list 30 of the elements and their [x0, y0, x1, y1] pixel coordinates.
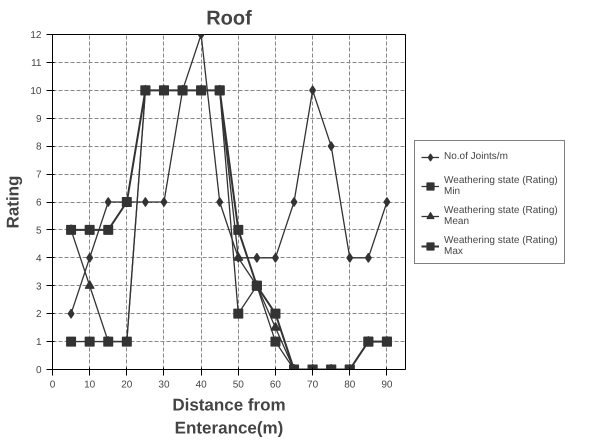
x-tick-label: 60	[270, 380, 282, 390]
x-tick-label: 80	[344, 380, 356, 390]
x-tick-label: 70	[307, 380, 319, 390]
legend-label: Weathering state (Rating) Min	[444, 174, 558, 196]
y-tick-label: 1	[36, 337, 42, 348]
y-tick-label: 12	[30, 30, 42, 41]
y-tick-label: 9	[36, 114, 42, 125]
chart-title: Roof	[206, 8, 252, 30]
legend-label: No.of Joints/m	[444, 151, 508, 162]
x-tick-label: 50	[232, 380, 244, 390]
x-axis-title: Distance from Enterance(m)	[172, 396, 286, 438]
y-tick-label: 7	[36, 170, 42, 181]
x-tick-label: 20	[121, 380, 133, 390]
legend-label: Weathering state (Rating) Max	[444, 234, 558, 256]
y-tick-label: 10	[30, 86, 42, 97]
x-tick-label: 90	[381, 380, 393, 390]
legend-label: Weathering state (Rating) Mean	[444, 204, 558, 226]
x-tick-label: 40	[196, 380, 208, 390]
y-tick-label: 5	[36, 225, 42, 236]
y-tick-label: 0	[36, 365, 42, 376]
x-tick-label: 30	[158, 380, 170, 390]
x-tick-label: 10	[84, 380, 96, 390]
y-tick-label: 8	[36, 142, 42, 153]
y-tick-label: 2	[36, 309, 42, 320]
y-tick-label: 3	[36, 281, 42, 292]
y-tick-label: 6	[36, 198, 42, 208]
y-axis-title: Rating	[3, 176, 22, 228]
x-tick-label: 0	[50, 380, 56, 390]
y-tick-label: 4	[36, 253, 42, 264]
y-tick-label: 11	[31, 58, 42, 69]
